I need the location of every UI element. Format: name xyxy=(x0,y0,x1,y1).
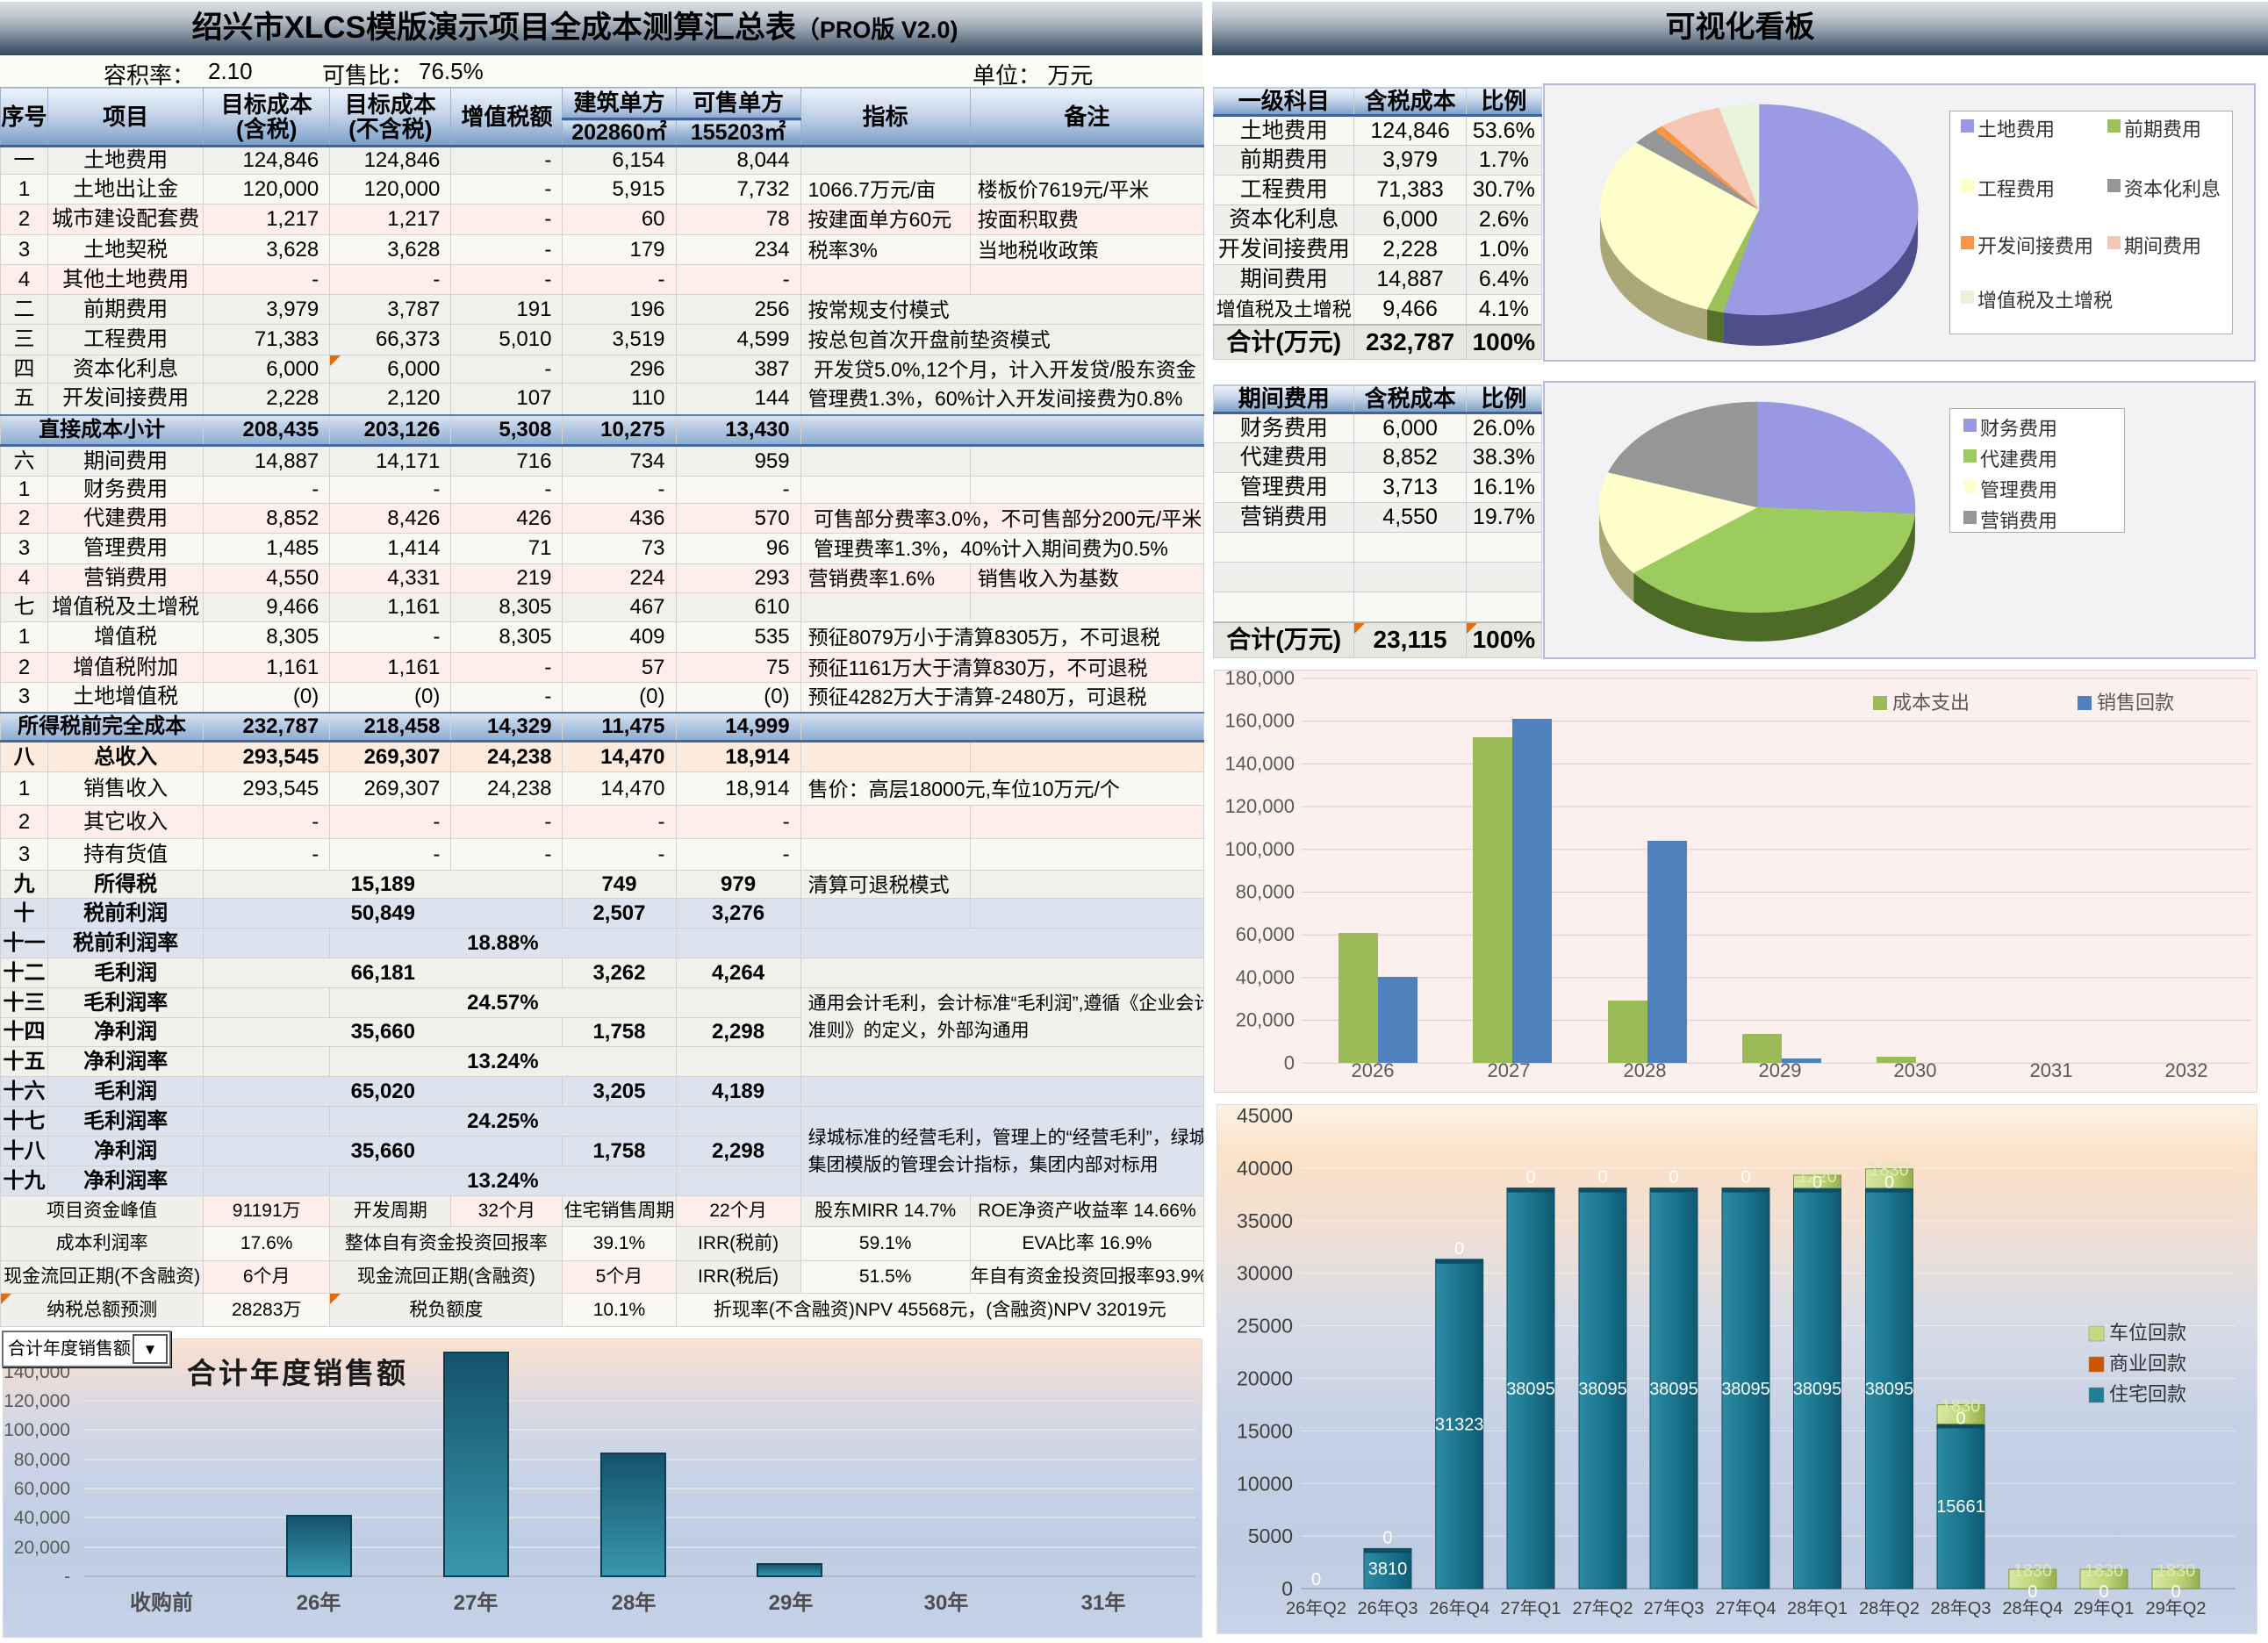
svg-text:29年Q2: 29年Q2 xyxy=(2146,1598,2207,1618)
svg-text:60,000: 60,000 xyxy=(1236,923,1295,945)
svg-text:2028: 2028 xyxy=(1624,1059,1667,1081)
svg-text:0: 0 xyxy=(1956,1409,1965,1428)
svg-text:26年Q3: 26年Q3 xyxy=(1358,1598,1418,1618)
svg-text:25000: 25000 xyxy=(1237,1315,1293,1338)
svg-text:27年Q3: 27年Q3 xyxy=(1644,1598,1705,1618)
svg-text:29年Q1: 29年Q1 xyxy=(2074,1598,2135,1618)
svg-text:-: - xyxy=(64,1567,70,1587)
svg-text:0: 0 xyxy=(1281,1577,1293,1600)
svg-text:0: 0 xyxy=(1740,1168,1750,1187)
svg-text:5000: 5000 xyxy=(1248,1525,1293,1547)
svg-text:1830: 1830 xyxy=(1870,1161,1909,1180)
svg-text:100,000: 100,000 xyxy=(4,1420,70,1440)
svg-text:2030: 2030 xyxy=(1894,1059,1937,1081)
svg-text:0: 0 xyxy=(1597,1168,1607,1187)
svg-text:28年Q2: 28年Q2 xyxy=(1859,1598,1920,1618)
svg-text:0: 0 xyxy=(1311,1570,1321,1589)
svg-text:0: 0 xyxy=(1669,1168,1678,1187)
svg-text:2026: 2026 xyxy=(1352,1059,1395,1081)
svg-text:120,000: 120,000 xyxy=(4,1391,70,1411)
svg-text:100,000: 100,000 xyxy=(1224,838,1295,860)
svg-text:27年: 27年 xyxy=(454,1590,499,1615)
svg-text:40000: 40000 xyxy=(1237,1157,1293,1180)
svg-text:38095: 38095 xyxy=(1721,1380,1770,1399)
svg-text:成本支出: 成本支出 xyxy=(1892,692,1970,714)
svg-text:0: 0 xyxy=(1884,1173,1894,1193)
svg-text:2032: 2032 xyxy=(2165,1059,2208,1081)
svg-text:80,000: 80,000 xyxy=(14,1450,70,1470)
svg-text:收购前: 收购前 xyxy=(130,1590,193,1615)
svg-text:45000: 45000 xyxy=(1237,1105,1293,1127)
svg-text:0: 0 xyxy=(2099,1582,2108,1602)
svg-text:26年Q4: 26年Q4 xyxy=(1429,1598,1489,1618)
svg-text:2031: 2031 xyxy=(2030,1059,2073,1081)
svg-text:27年Q1: 27年Q1 xyxy=(1501,1598,1561,1618)
svg-text:160,000: 160,000 xyxy=(1224,710,1295,732)
svg-text:27年Q4: 27年Q4 xyxy=(1716,1598,1776,1618)
svg-text:30000: 30000 xyxy=(1237,1262,1293,1285)
svg-text:38095: 38095 xyxy=(1865,1380,1914,1399)
svg-text:80,000: 80,000 xyxy=(1236,881,1295,903)
svg-text:20000: 20000 xyxy=(1237,1367,1293,1390)
svg-text:合计年度销售额: 合计年度销售额 xyxy=(187,1357,408,1389)
svg-text:10000: 10000 xyxy=(1237,1472,1293,1495)
svg-text:0: 0 xyxy=(1454,1239,1464,1259)
svg-text:1830: 1830 xyxy=(2157,1561,2196,1581)
svg-text:26年Q2: 26年Q2 xyxy=(1286,1598,1346,1618)
svg-text:30年: 30年 xyxy=(924,1590,969,1615)
svg-text:20,000: 20,000 xyxy=(1236,1009,1295,1031)
svg-text:28年: 28年 xyxy=(612,1590,657,1615)
svg-text:0: 0 xyxy=(1812,1173,1822,1193)
svg-text:27年Q2: 27年Q2 xyxy=(1573,1598,1633,1618)
svg-text:销售回款: 销售回款 xyxy=(2097,692,2174,714)
svg-text:15661: 15661 xyxy=(1936,1497,1985,1517)
svg-text:180,000: 180,000 xyxy=(1224,671,1295,689)
svg-text:38095: 38095 xyxy=(1793,1380,1842,1399)
svg-text:28年Q3: 28年Q3 xyxy=(1931,1598,1992,1618)
svg-text:31年: 31年 xyxy=(1081,1590,1126,1615)
svg-text:车位回款: 车位回款 xyxy=(2109,1322,2186,1344)
svg-text:31323: 31323 xyxy=(1435,1415,1484,1434)
svg-text:0: 0 xyxy=(1525,1168,1535,1187)
svg-text:住宅回款: 住宅回款 xyxy=(2109,1383,2186,1405)
svg-text:38095: 38095 xyxy=(1649,1380,1698,1399)
svg-text:40,000: 40,000 xyxy=(1236,966,1295,988)
svg-text:15000: 15000 xyxy=(1237,1419,1293,1442)
svg-text:20,000: 20,000 xyxy=(14,1538,70,1558)
svg-text:1830: 1830 xyxy=(2013,1561,2053,1581)
svg-text:38095: 38095 xyxy=(1578,1380,1627,1399)
svg-text:120,000: 120,000 xyxy=(1224,795,1295,817)
svg-text:1220: 1220 xyxy=(1798,1167,1837,1187)
svg-text:3810: 3810 xyxy=(1368,1560,1408,1579)
svg-text:0: 0 xyxy=(1284,1051,1295,1073)
svg-text:140,000: 140,000 xyxy=(1224,752,1295,774)
svg-text:2029: 2029 xyxy=(1759,1059,1802,1081)
svg-text:40,000: 40,000 xyxy=(14,1508,70,1528)
svg-text:29年: 29年 xyxy=(769,1590,814,1615)
svg-text:60,000: 60,000 xyxy=(14,1479,70,1499)
svg-text:2027: 2027 xyxy=(1488,1059,1531,1081)
svg-text:1830: 1830 xyxy=(1941,1397,1981,1417)
svg-text:26年: 26年 xyxy=(297,1590,341,1615)
svg-text:38095: 38095 xyxy=(1506,1380,1555,1399)
svg-text:28年Q1: 28年Q1 xyxy=(1787,1598,1848,1618)
svg-text:商业回款: 商业回款 xyxy=(2109,1352,2186,1374)
svg-text:0: 0 xyxy=(2028,1582,2037,1602)
svg-text:0: 0 xyxy=(2171,1582,2180,1602)
svg-text:1830: 1830 xyxy=(2085,1561,2124,1581)
svg-text:35000: 35000 xyxy=(1237,1209,1293,1232)
svg-text:28年Q4: 28年Q4 xyxy=(2002,1598,2063,1618)
svg-text:0: 0 xyxy=(1382,1528,1392,1547)
